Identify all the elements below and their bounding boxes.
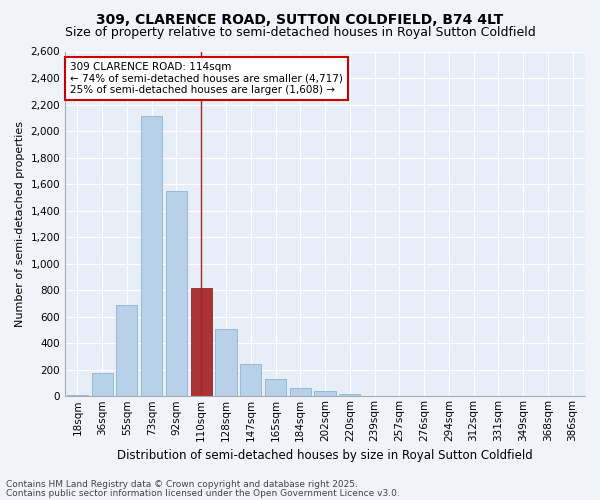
Bar [265, 379, 286, 396]
Bar [240, 364, 261, 396]
X-axis label: Distribution of semi-detached houses by size in Royal Sutton Coldfield: Distribution of semi-detached houses by … [117, 450, 533, 462]
Text: Contains public sector information licensed under the Open Government Licence v3: Contains public sector information licen… [6, 488, 400, 498]
Bar [67, 395, 88, 396]
Bar [166, 192, 187, 396]
Text: Contains HM Land Registry data © Crown copyright and database right 2025.: Contains HM Land Registry data © Crown c… [6, 480, 358, 489]
Bar [141, 116, 162, 396]
Y-axis label: Number of semi-detached properties: Number of semi-detached properties [15, 121, 25, 327]
Bar [116, 305, 137, 396]
Bar [339, 394, 361, 396]
Text: 309 CLARENCE ROAD: 114sqm
← 74% of semi-detached houses are smaller (4,717)
25% : 309 CLARENCE ROAD: 114sqm ← 74% of semi-… [70, 62, 343, 95]
Bar [215, 328, 236, 396]
Bar [314, 391, 335, 396]
Bar [290, 388, 311, 396]
Text: Size of property relative to semi-detached houses in Royal Sutton Coldfield: Size of property relative to semi-detach… [65, 26, 535, 39]
Bar [92, 373, 113, 396]
Bar [191, 288, 212, 397]
Text: 309, CLARENCE ROAD, SUTTON COLDFIELD, B74 4LT: 309, CLARENCE ROAD, SUTTON COLDFIELD, B7… [97, 12, 503, 26]
